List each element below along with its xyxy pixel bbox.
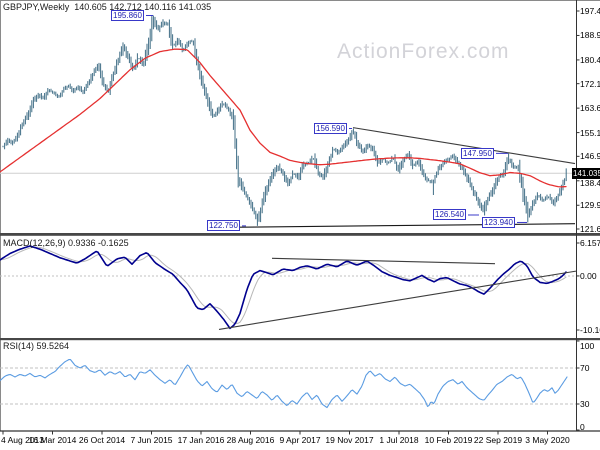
watermark: ActionForex.com: [337, 40, 510, 63]
support-line: [239, 223, 576, 228]
macd-rising-trendline: [218, 270, 577, 330]
candlestick-series: [2, 15, 567, 226]
ma-line: [0, 48, 567, 188]
macd-indicator-label: MACD(12,26,9) 0.9336 -0.1625: [3, 238, 129, 248]
chart-title: GBPJPY,Weekly 140.605 142.712 140.116 14…: [3, 2, 212, 12]
macd-signal-line: [0, 246, 567, 325]
rsi-line: [0, 358, 568, 409]
macd-upper-trendline: [271, 257, 496, 265]
separator-macd-rsi: [0, 338, 600, 341]
separator-main-macd: [0, 233, 600, 236]
falling-trendline: [352, 127, 576, 165]
rsi-indicator-label: RSI(14) 59.5264: [3, 341, 70, 351]
